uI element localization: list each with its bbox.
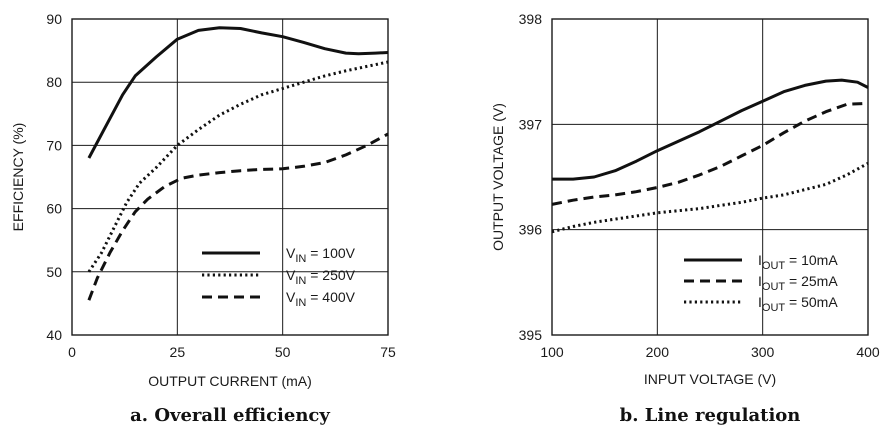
y-axis-label: OUTPUT VOLTAGE (V) (490, 103, 506, 251)
y-tick-label: 70 (46, 137, 62, 153)
x-tick-labels: 0 25 50 75 (68, 344, 396, 360)
plot-frame (551, 18, 869, 336)
y-tick-labels: 395 396 397 398 (519, 11, 543, 343)
y-tick-labels: 40 50 60 70 80 90 (46, 11, 62, 343)
y-tick-label: 50 (46, 264, 62, 280)
x-axis-label: OUTPUT CURRENT (mA) (148, 373, 312, 389)
x-tick-label: 0 (68, 344, 76, 360)
legend-label-2: IOUT = 25mA (758, 273, 838, 293)
series-line-1 (87, 26, 389, 159)
series-line-1 (552, 78, 869, 181)
chart-caption: a. Overall efficiency (130, 405, 330, 426)
gridlines (552, 19, 868, 335)
y-tick-label: 40 (46, 327, 62, 343)
series-line-3 (551, 161, 869, 234)
y-tick-label: 398 (519, 11, 543, 27)
series-lines (551, 78, 869, 234)
y-tick-label: 395 (519, 327, 543, 343)
x-tick-labels: 100 200 300 400 (540, 344, 880, 360)
gridlines (72, 19, 388, 335)
y-axis-label: EFFICIENCY (%) (10, 123, 26, 232)
legend-label-3: IOUT = 50mA (758, 294, 838, 314)
x-tick-label: 100 (540, 344, 564, 360)
x-tick-label: 50 (275, 344, 291, 360)
plot-frame (71, 18, 389, 336)
series-line-3 (87, 132, 389, 301)
legend-label-2: VIN = 250V (286, 267, 356, 287)
legend-label-1: IOUT = 10mA (758, 252, 838, 272)
x-axis-label: INPUT VOLTAGE (V) (644, 371, 776, 387)
y-tick-label: 396 (519, 222, 543, 238)
x-tick-label: 400 (856, 344, 880, 360)
efficiency-chart: 0 25 50 75 40 50 60 70 80 90 OUTPUT CURRENT (mA)… (10, 11, 396, 426)
y-tick-label: 80 (46, 74, 62, 90)
x-tick-label: 25 (170, 344, 186, 360)
y-tick-label: 60 (46, 201, 62, 217)
legend-label-1: VIN = 100V (286, 245, 356, 265)
x-tick-label: 200 (646, 344, 670, 360)
line-regulation-chart: 100 200 300 400 395 396 397 398 INPUT VOLTAGE … (490, 11, 880, 426)
series-line-2 (87, 60, 389, 273)
x-tick-label: 300 (751, 344, 775, 360)
series-lines (87, 26, 389, 301)
chart-caption: b. Line regulation (620, 405, 801, 426)
y-tick-label: 397 (519, 116, 543, 132)
x-tick-label: 75 (380, 344, 396, 360)
series-line-2 (551, 101, 869, 206)
legend-label-3: VIN = 400V (286, 289, 356, 309)
y-tick-label: 90 (46, 11, 62, 27)
